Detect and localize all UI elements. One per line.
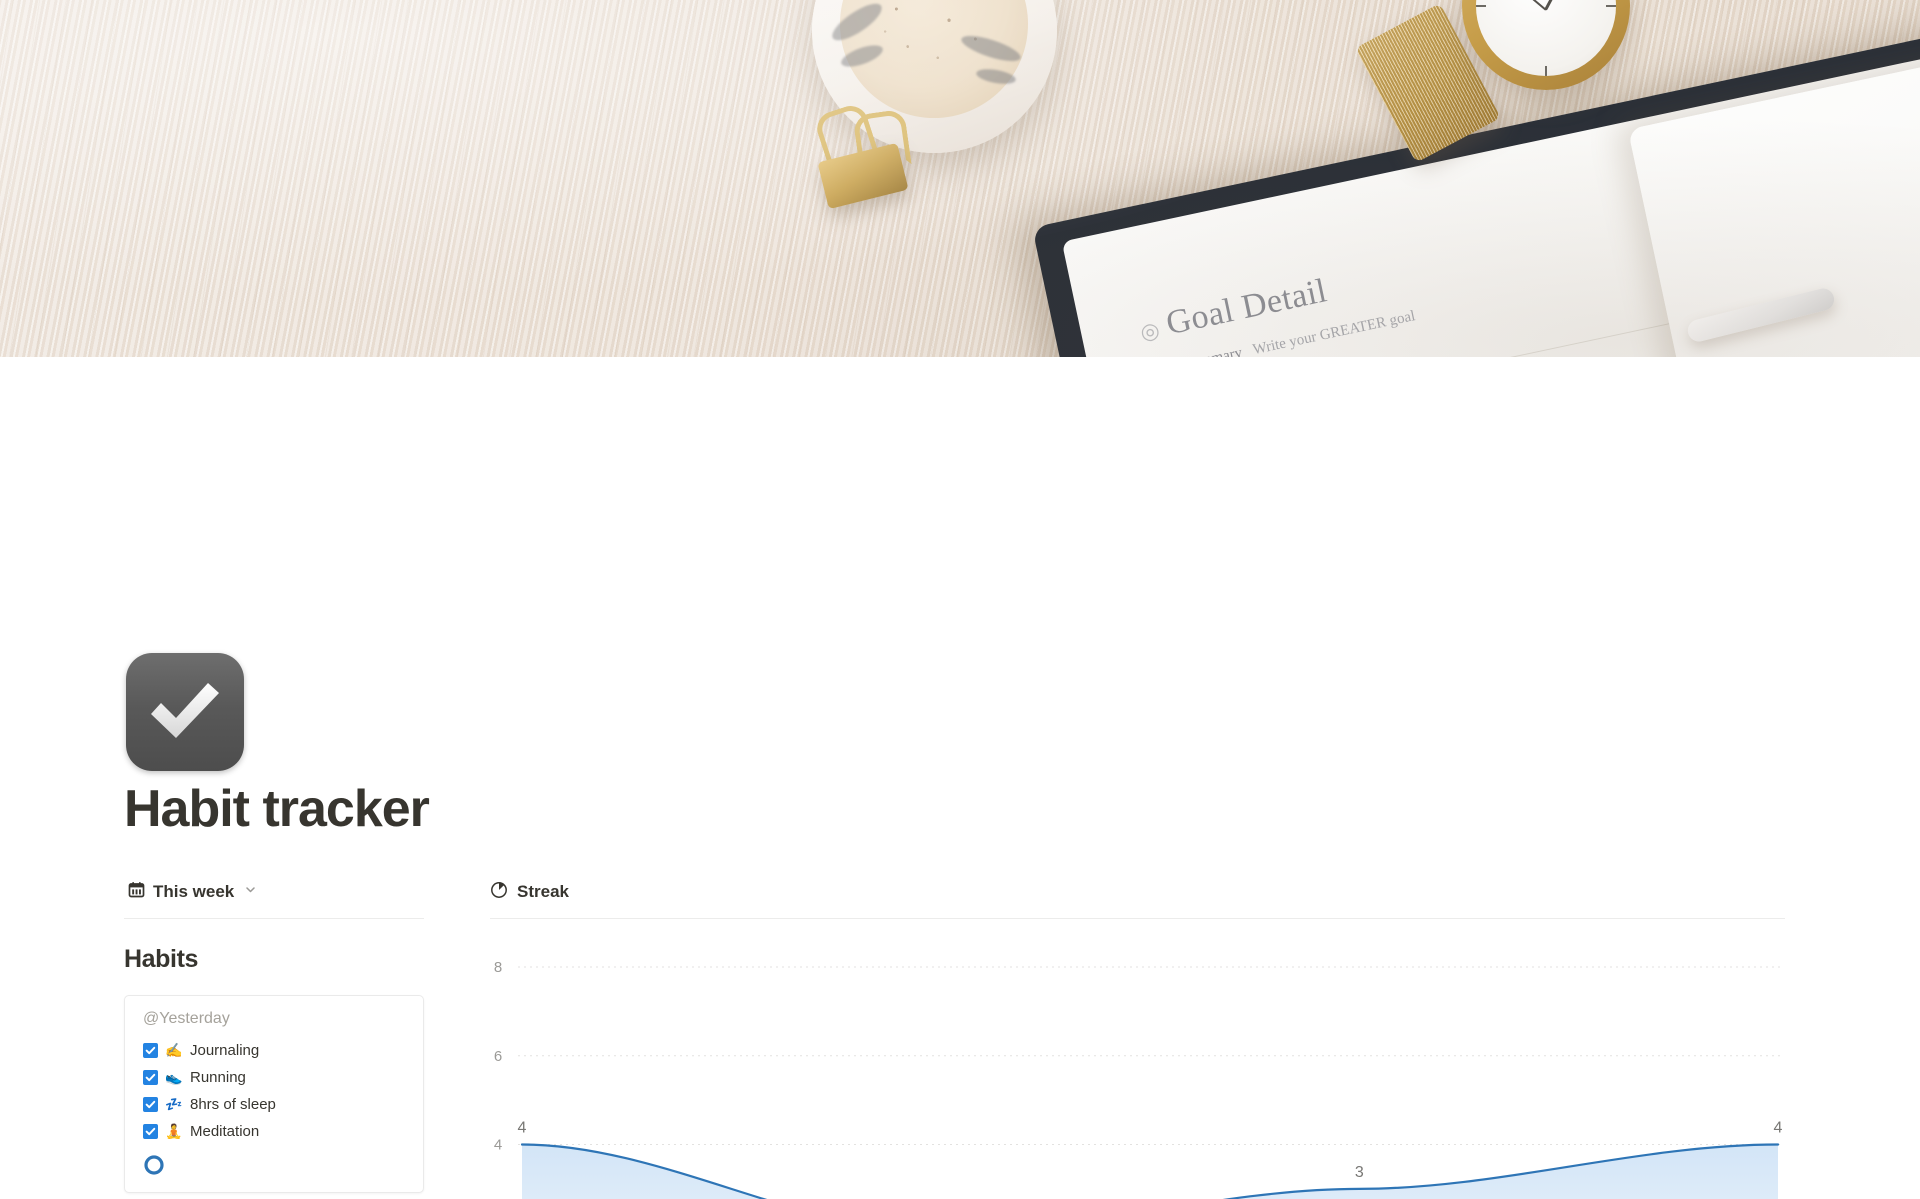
- view-switcher-label: This week: [153, 882, 235, 901]
- pie-chart-icon: [490, 881, 508, 904]
- habit-name: Journaling: [190, 1042, 260, 1059]
- habit-checkbox[interactable]: [143, 1043, 158, 1058]
- habit-row[interactable]: 🧘 Meditation: [143, 1118, 405, 1145]
- meditation-emoji: 🧘: [165, 1123, 183, 1139]
- habit-checkbox[interactable]: [143, 1070, 158, 1085]
- habit-progress-ring: [143, 1154, 165, 1176]
- writing-hand-emoji: ✍️: [165, 1042, 183, 1058]
- chevron-down-icon[interactable]: [244, 883, 257, 901]
- streak-line-chart[interactable]: 02468 4234 August 9, 2024August 10, 2024…: [490, 943, 1790, 1199]
- sleep-zzz-emoji: 💤: [165, 1096, 183, 1112]
- habit-row[interactable]: ✍️ Journaling: [143, 1037, 405, 1064]
- habit-card-date: @Yesterday: [143, 1010, 230, 1027]
- svg-text:8: 8: [494, 959, 502, 976]
- page-title: Habit tracker: [124, 780, 430, 838]
- streak-chart-panel: Streak 02468 4234: [490, 877, 1800, 1199]
- calendar-icon: [128, 881, 145, 903]
- svg-text:4: 4: [518, 1120, 527, 1137]
- svg-text:3: 3: [1355, 1164, 1364, 1181]
- wrist-watch: [1462, 0, 1630, 90]
- streak-label: Streak: [517, 882, 569, 901]
- svg-text:4: 4: [1774, 1120, 1783, 1137]
- view-switcher-this-week[interactable]: This week: [124, 877, 261, 907]
- habit-checkbox[interactable]: [143, 1097, 158, 1112]
- chart-gridlines: [518, 966, 1780, 1145]
- streak-chart-header: Streak: [490, 877, 1800, 907]
- chart-divider: [490, 918, 1785, 919]
- chart-point-labels: 4234: [518, 1120, 1783, 1181]
- svg-text:6: 6: [494, 1048, 502, 1065]
- habit-row[interactable]: 👟 Running: [143, 1064, 405, 1091]
- cover-vignette: [0, 0, 1920, 357]
- chart-area-fill: [522, 1144, 1778, 1199]
- habit-name: 8hrs of sleep: [190, 1096, 276, 1113]
- svg-text:4: 4: [494, 1137, 502, 1154]
- column-divider: [124, 918, 424, 919]
- habit-name: Meditation: [190, 1123, 260, 1140]
- section-title-habits: Habits: [124, 945, 199, 973]
- cover-image: ◎Goal Detail Goal Summary Write your GRE…: [0, 0, 1920, 357]
- chart-line: [520, 1143, 1780, 1199]
- running-shoe-emoji: 👟: [165, 1069, 183, 1085]
- habit-card[interactable]: @Yesterday ✍️ Journaling 👟 Running: [124, 995, 424, 1193]
- checkmark-icon[interactable]: [126, 653, 244, 771]
- habits-column: This week Habits @Yesterday ✍️ Journalin…: [124, 877, 424, 1199]
- habit-checkbox[interactable]: [143, 1124, 158, 1139]
- chart-y-axis-ticks: 02468: [494, 959, 502, 1154]
- habit-row[interactable]: 💤 8hrs of sleep: [143, 1091, 405, 1118]
- habit-name: Running: [190, 1069, 246, 1086]
